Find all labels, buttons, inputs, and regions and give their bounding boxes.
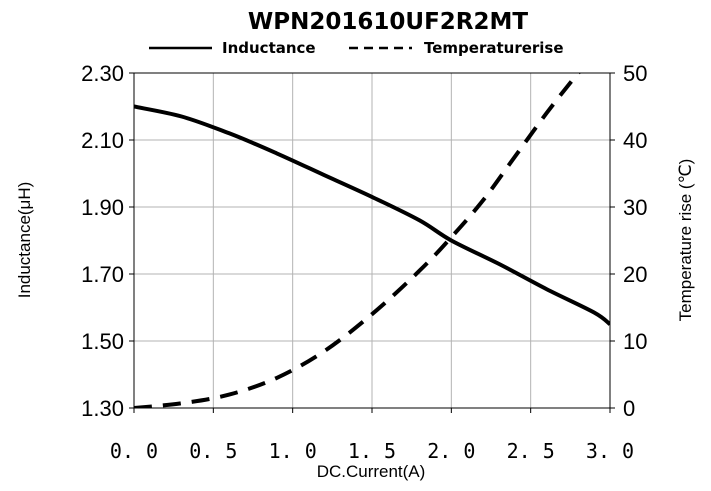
y-axis-right: 0 10 20 30 40 50 [610, 61, 647, 421]
y-tick-label: 2.10 [81, 128, 124, 153]
chart-title: WPN201610UF2R2MT [248, 9, 528, 35]
x-axis: 0. 0 0. 5 1. 0 1. 5 2. 0 2. 5 3. 0 [110, 408, 634, 463]
inductance-line [134, 104, 610, 326]
y-axis-label: Inductance(μH) [15, 182, 34, 299]
y-tick-label: 1.70 [81, 262, 124, 287]
x-tick-label: 3. 0 [586, 439, 634, 463]
y2-tick-label: 50 [623, 61, 647, 86]
x-axis-label: DC.Current(A) [317, 462, 426, 481]
legend: Inductance Temperaturerise [149, 39, 564, 57]
temperature-rise-line [134, 73, 581, 408]
y-tick-label: 1.50 [81, 329, 124, 354]
y2-tick-label: 30 [623, 195, 647, 220]
y-tick-label: 1.30 [81, 396, 124, 421]
x-tick-label: 1. 0 [269, 439, 317, 463]
y2-tick-label: 20 [623, 262, 647, 287]
y-axis-left: 1.30 1.50 1.70 1.90 2.10 2.30 [81, 61, 134, 421]
y2-tick-label: 0 [623, 396, 635, 421]
y-tick-label: 1.90 [81, 195, 124, 220]
y2-tick-label: 40 [623, 128, 647, 153]
legend-inductance-label: Inductance [222, 39, 316, 57]
x-tick-label: 2. 0 [427, 439, 475, 463]
x-tick-label: 1. 5 [348, 439, 396, 463]
series-lines [134, 73, 610, 408]
x-tick-label: 0. 0 [110, 439, 158, 463]
x-tick-label: 2. 5 [507, 439, 555, 463]
y2-tick-label: 10 [623, 329, 647, 354]
legend-temperature-label: Temperaturerise [424, 39, 564, 57]
x-tick-label: 0. 5 [189, 439, 237, 463]
y2-axis-label: Temperature rise (℃) [676, 159, 695, 322]
y-tick-label: 2.30 [81, 61, 124, 86]
